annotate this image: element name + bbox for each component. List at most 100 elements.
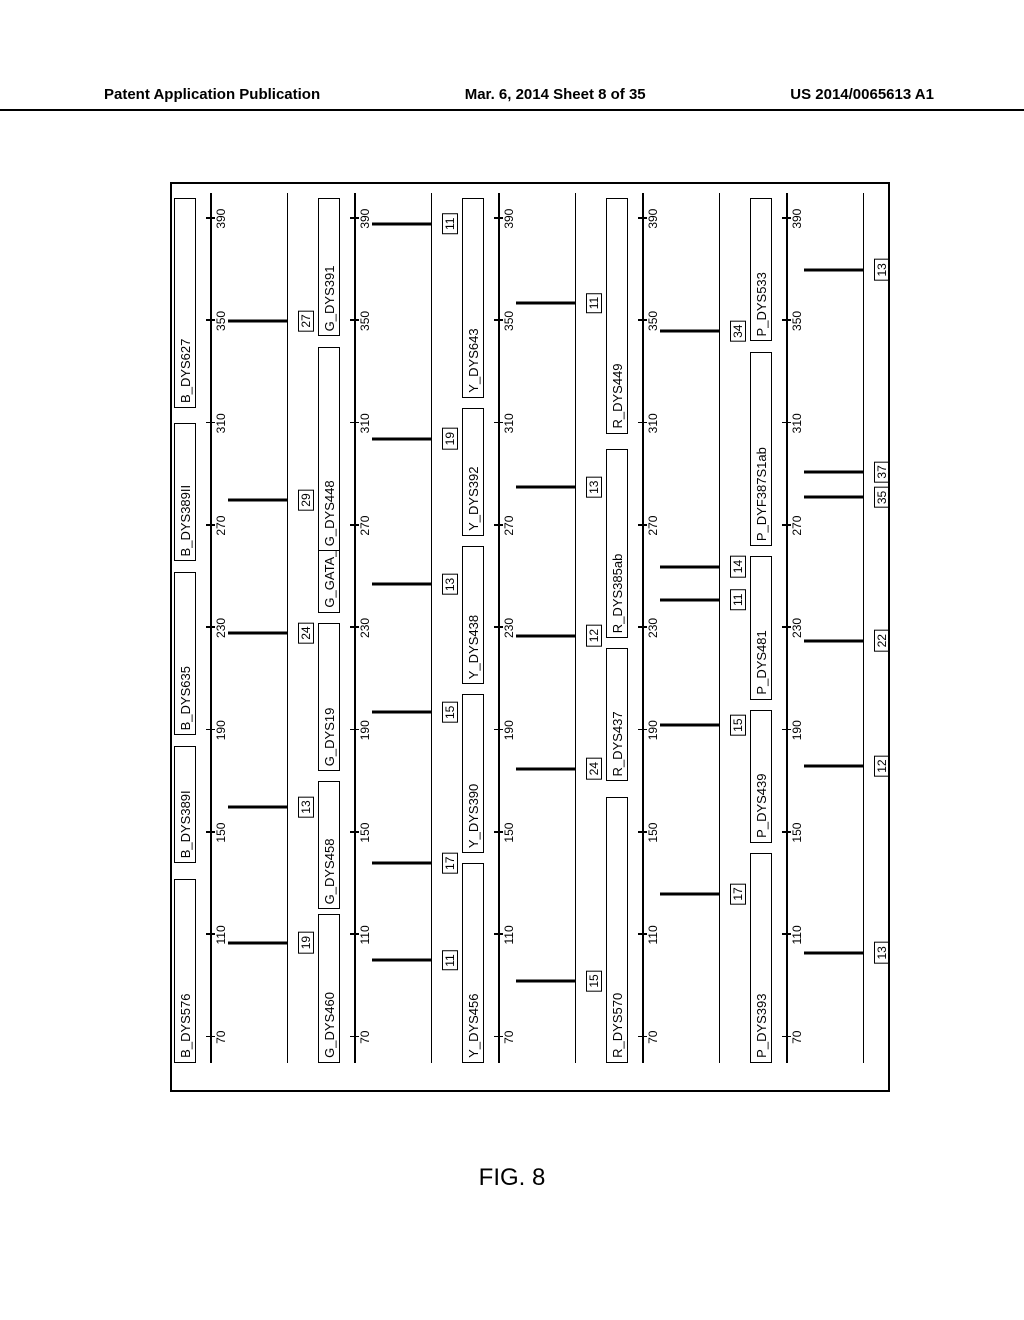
allele-call: 27 xyxy=(298,310,314,331)
str-peak xyxy=(228,632,288,635)
str-peak xyxy=(516,302,576,305)
baseline xyxy=(287,193,289,1063)
allele-call: 17 xyxy=(730,883,746,904)
marker-label: Y_DYS438 xyxy=(462,546,484,684)
electropherogram-panel: B_DYS576B_DYS389IB_DYS635B_DYS389IIB_DYS… xyxy=(172,184,316,1090)
allele-call: 24 xyxy=(298,622,314,643)
electropherogram-trace: 11 17 15 13 19 11 xyxy=(370,184,460,1090)
figure-label: FIG. 8 xyxy=(479,1164,546,1192)
baseline xyxy=(431,193,433,1063)
str-peak xyxy=(516,634,576,637)
marker-label: P_DYS481 xyxy=(750,556,772,699)
str-peak xyxy=(804,639,864,642)
marker-label: G_DYS19 xyxy=(318,623,340,771)
axis-row: 70110150190230270310350390 xyxy=(202,184,226,1090)
header-left: Patent Application Publication xyxy=(104,86,320,103)
marker-labels-row: P_DYS393P_DYS439P_DYS481P_DYF387S1abP_DY… xyxy=(750,184,780,1090)
str-peak xyxy=(372,711,432,714)
marker-label: Y_DYS392 xyxy=(462,408,484,536)
str-peak xyxy=(804,765,864,768)
str-peak xyxy=(804,470,864,473)
allele-call: 13 xyxy=(586,477,602,498)
allele-call: 15 xyxy=(586,970,602,991)
str-peak xyxy=(660,565,720,568)
allele-call: 29 xyxy=(298,489,314,510)
str-peak xyxy=(516,767,576,770)
marker-labels-row: Y_DYS456Y_DYS390Y_DYS438Y_DYS392Y_DYS643 xyxy=(462,184,492,1090)
str-peak xyxy=(372,437,432,440)
marker-labels-row: G_DYS460G_DYS458G_DYS19G_GATA_H4G_DYS448… xyxy=(318,184,348,1090)
str-peak xyxy=(516,486,576,489)
electropherogram-panel: R_DYS570 R_DYS437 R_DYS385ab R_DYS449 701101… xyxy=(604,184,748,1090)
marker-label: R_DYS437 xyxy=(606,648,628,781)
allele-call: 15 xyxy=(442,702,458,723)
marker-label: B_DYS635 xyxy=(174,572,196,736)
marker-label: G_DYS460 xyxy=(318,914,340,1062)
allele-call: 13 xyxy=(442,574,458,595)
str-peak xyxy=(804,951,864,954)
str-peak xyxy=(660,724,720,727)
axis-row: 70110150190230270310350390 xyxy=(778,184,802,1090)
marker-label: Y_DYS456 xyxy=(462,863,484,1063)
allele-call: 12 xyxy=(874,755,890,776)
allele-call: 24 xyxy=(586,758,602,779)
electropherogram-trace: 1524121311 xyxy=(514,184,604,1090)
marker-label: B_DYS389I xyxy=(174,746,196,864)
str-peak xyxy=(228,499,288,502)
allele-call: 13 xyxy=(298,796,314,817)
str-peak xyxy=(660,598,720,601)
allele-call: 15 xyxy=(730,714,746,735)
allele-call: 35 xyxy=(874,487,890,508)
header-right: US 2014/0065613 A1 xyxy=(790,86,934,103)
str-peak xyxy=(660,892,720,895)
marker-label: G_DYS391 xyxy=(318,198,340,336)
allele-call: 11 xyxy=(442,950,458,970)
marker-label: R_DYS385ab xyxy=(606,449,628,638)
marker-label: R_DYS570 xyxy=(606,797,628,1063)
str-peak xyxy=(804,496,864,499)
figure-container: B_DYS576B_DYS389IB_DYS635B_DYS389IIB_DYS… xyxy=(170,182,890,1092)
str-peak xyxy=(372,583,432,586)
allele-call: 34 xyxy=(730,321,746,342)
allele-call: 11 xyxy=(586,293,602,313)
marker-label: G_DYS448 xyxy=(318,347,340,552)
marker-label: R_DYS449 xyxy=(606,198,628,433)
axis-row: 70110150190230270310350390 xyxy=(634,184,658,1090)
marker-label: B_DYS576 xyxy=(174,879,196,1063)
marker-labels-row: R_DYS570 R_DYS437 R_DYS385ab R_DYS449 xyxy=(606,184,636,1090)
allele-call: 22 xyxy=(874,630,890,651)
allele-call: 11 xyxy=(442,214,458,234)
electropherogram-panel: Y_DYS456Y_DYS390Y_DYS438Y_DYS392Y_DYS643… xyxy=(460,184,604,1090)
allele-call: 11 xyxy=(730,590,746,610)
header-middle: Mar. 6, 2014 Sheet 8 of 35 xyxy=(465,86,646,103)
str-peak xyxy=(228,319,288,322)
baseline xyxy=(863,193,865,1063)
electropherogram-panel: P_DYS393P_DYS439P_DYS481P_DYF387S1abP_DY… xyxy=(748,184,890,1090)
axis-row: 70110150190230270310350390 xyxy=(346,184,370,1090)
electropherogram-trace: 17 15 11 14 34 xyxy=(658,184,748,1090)
str-peak xyxy=(372,222,432,225)
str-peak xyxy=(372,862,432,865)
marker-label: P_DYS439 xyxy=(750,710,772,843)
str-peak xyxy=(228,806,288,809)
electropherogram-panel: G_DYS460G_DYS458G_DYS19G_GATA_H4G_DYS448… xyxy=(316,184,460,1090)
marker-labels-row: B_DYS576B_DYS389IB_DYS635B_DYS389IIB_DYS… xyxy=(174,184,204,1090)
allele-call: 19 xyxy=(442,428,458,449)
str-peak xyxy=(804,268,864,271)
str-peak xyxy=(372,959,432,962)
marker-label: G_DYS458 xyxy=(318,781,340,909)
str-peak xyxy=(516,979,576,982)
allele-call: 13 xyxy=(874,942,890,963)
electropherogram-figure: B_DYS576B_DYS389IB_DYS635B_DYS389IIB_DYS… xyxy=(170,182,890,1092)
allele-call: 14 xyxy=(730,556,746,577)
marker-label: B_DYS389II xyxy=(174,423,196,561)
allele-call: 17 xyxy=(442,853,458,874)
marker-label: P_DYF387S1ab xyxy=(750,352,772,546)
str-peak xyxy=(660,330,720,333)
marker-label: P_DYS533 xyxy=(750,198,772,341)
baseline xyxy=(719,193,721,1063)
allele-call: 19 xyxy=(298,932,314,953)
electropherogram-trace: 19 13 24 29 27 xyxy=(226,184,316,1090)
marker-label: Y_DYS643 xyxy=(462,198,484,398)
allele-call: 37 xyxy=(874,461,890,482)
